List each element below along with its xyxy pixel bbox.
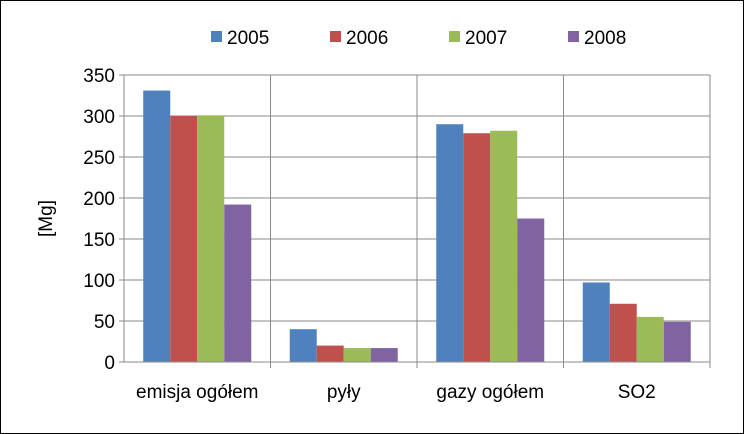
bar — [663, 321, 691, 362]
bar — [370, 348, 398, 362]
legend-swatch — [211, 31, 222, 42]
legend-label: 2006 — [346, 28, 388, 49]
bar — [224, 204, 252, 362]
bar — [636, 316, 664, 362]
category-label: SO2 — [618, 382, 656, 403]
y-tick-label: 50 — [94, 312, 115, 333]
legend-swatch — [568, 31, 579, 42]
legend-swatch — [449, 31, 460, 42]
bar — [582, 282, 610, 362]
legend-swatch — [330, 31, 341, 42]
bar — [517, 218, 545, 362]
bar — [197, 116, 225, 362]
category-label: emisja ogółem — [136, 382, 259, 403]
category-label: pyły — [327, 382, 361, 403]
bar — [170, 116, 198, 362]
bars — [143, 90, 691, 362]
bar — [343, 348, 371, 362]
bar — [463, 133, 491, 362]
bar — [609, 303, 637, 362]
category-label: gazy ogółem — [436, 382, 544, 403]
bar — [436, 124, 464, 362]
y-tick-label: 0 — [104, 353, 115, 374]
legend-label: 2008 — [584, 28, 626, 49]
legend: 2005 2006 2007 2008 — [211, 28, 626, 49]
y-tick-label: 200 — [83, 189, 115, 210]
legend-label: 2005 — [227, 28, 269, 49]
y-tick-label: 350 — [83, 66, 115, 87]
y-axis-label: [Mg] — [36, 200, 57, 237]
axes — [119, 74, 710, 363]
bar — [490, 130, 518, 362]
y-tick-label: 300 — [83, 107, 115, 128]
bar — [289, 329, 317, 362]
y-tick-labels: 0 50 100 150 200 250 300 350 — [83, 66, 115, 374]
y-tick-label: 100 — [83, 271, 115, 292]
bar — [143, 90, 171, 362]
y-tick-label: 250 — [83, 148, 115, 169]
y-tick-label: 150 — [83, 230, 115, 251]
category-labels: emisja ogółem pyły gazy ogółem SO2 — [136, 382, 656, 403]
bar — [316, 345, 344, 362]
legend-label: 2007 — [465, 28, 507, 49]
